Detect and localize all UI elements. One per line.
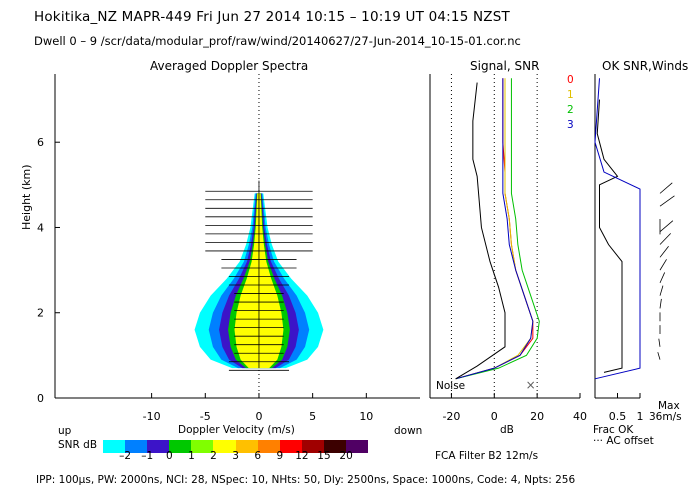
- colorbar-label: –2: [119, 450, 132, 462]
- colorbar-swatch: [323, 440, 347, 453]
- wind-barb: [659, 220, 674, 233]
- footer-params: IPP: 100μs, PW: 2000ns, NCI: 28, NSpec: …: [36, 474, 576, 486]
- down-label: down: [394, 425, 423, 437]
- colorbar-swatch: [346, 440, 369, 453]
- doppler-xlabel: Doppler Velocity (m/s): [178, 424, 295, 436]
- signal-title: Signal, SNR: [470, 59, 540, 73]
- legend-entry-3: 3: [567, 119, 574, 131]
- x-tick-label: 10: [359, 410, 373, 423]
- colorbar-label: 1: [188, 450, 195, 462]
- wind-barb: [659, 246, 669, 258]
- signal-series-line: [455, 78, 534, 380]
- colorbar-swatch: [257, 440, 280, 453]
- colorbar-swatch: [235, 440, 258, 453]
- colorbar-label: 0: [165, 450, 173, 462]
- frac-ok-label: Frac OK: [593, 424, 634, 436]
- db-xlabel: dB: [500, 424, 514, 436]
- signal-plot: -20 0 20 40×: [442, 74, 587, 423]
- signal-x-tick-label: 0: [491, 410, 498, 423]
- max-value: 36m/s: [649, 411, 682, 423]
- winds-plot: 0.5 1: [594, 78, 675, 423]
- y-tick-label: 6: [37, 136, 44, 149]
- max-label: Max: [658, 400, 680, 412]
- colorbar-label: 15: [317, 450, 331, 462]
- snr-db-label: SNR dB: [58, 439, 98, 451]
- legend-entry-2: 2: [567, 104, 574, 116]
- signal-x-tick-label: 20: [530, 410, 544, 423]
- colorbar-labels: –2 –1 0 1 2 3 6 9 12 15 20: [119, 450, 368, 462]
- legend-entry-0: 0: [567, 74, 574, 86]
- signal-series-line: [455, 82, 506, 380]
- signal-series-line: [455, 78, 534, 380]
- colorbar-swatch: [301, 440, 324, 453]
- signal-series-line: [455, 78, 534, 380]
- x-tick-label: 5: [309, 410, 316, 423]
- up-label: up: [58, 425, 72, 437]
- y-tick-label: 0: [37, 392, 44, 405]
- header-title: Hokitika_NZ MAPR-449 Fri Jun 27 2014 10:…: [34, 9, 510, 25]
- colorbar-swatch: [191, 440, 214, 453]
- winds-series-line: [596, 99, 623, 373]
- y-tick-label: 2: [37, 307, 44, 320]
- signal-x-marker: ×: [526, 378, 536, 392]
- colorbar-label: 6: [254, 450, 262, 462]
- colorbar-label: 9: [276, 450, 284, 462]
- spectra-title: Averaged Doppler Spectra: [150, 59, 309, 73]
- colorbar-swatch: [125, 440, 148, 453]
- colorbar-swatch: [279, 440, 302, 453]
- colorbar-label: 20: [339, 450, 353, 462]
- wind-barb: [659, 195, 675, 207]
- signal-series-line: [455, 78, 540, 380]
- filter-text: FCA Filter B2 12m/s: [435, 450, 539, 462]
- colorbar-label: –1: [141, 450, 154, 462]
- winds-x-tick-label: 0.5: [609, 410, 627, 423]
- spectra-plot: -10 -5 0 5 10 0 2 4 6: [37, 74, 373, 423]
- noise-label: Noise: [436, 380, 466, 392]
- winds-x-tick-label: 1: [637, 410, 644, 423]
- colorbar-label: 2: [210, 450, 217, 462]
- wind-barb: [659, 298, 662, 309]
- colorbar-swatch: [169, 440, 192, 453]
- colorbar-label: 12: [295, 450, 309, 462]
- wind-barb: [659, 285, 664, 296]
- colorbar-swatch: [147, 440, 170, 453]
- height-axis-label: Height (km): [20, 164, 33, 230]
- colorbar-swatch: [103, 440, 126, 453]
- wind-barb: [659, 259, 667, 271]
- ac-offset-label: ··· AC offset: [593, 435, 654, 447]
- wind-barb: [658, 338, 661, 347]
- signal-x-tick-label: -20: [442, 410, 460, 423]
- wind-barb: [659, 233, 671, 245]
- y-tick-label: 4: [37, 221, 44, 234]
- winds-series-line: [594, 78, 641, 380]
- colorbar: [103, 440, 369, 454]
- wind-barb: [659, 272, 666, 284]
- wind-barb: [657, 352, 661, 360]
- signal-x-tick-label: 40: [573, 410, 587, 423]
- legend-entry-1: 1: [567, 89, 574, 101]
- colorbar-swatch: [213, 440, 236, 453]
- x-tick-label: -10: [143, 410, 161, 423]
- winds-title: OK SNR,Winds: [602, 59, 689, 73]
- header-subtitle: Dwell 0 – 9 /scr/data/modular_prof/raw/w…: [34, 34, 521, 48]
- x-tick-label: 0: [255, 410, 262, 423]
- colorbar-label: 3: [232, 450, 239, 462]
- x-tick-label: -5: [200, 410, 211, 423]
- wind-barb: [659, 182, 673, 194]
